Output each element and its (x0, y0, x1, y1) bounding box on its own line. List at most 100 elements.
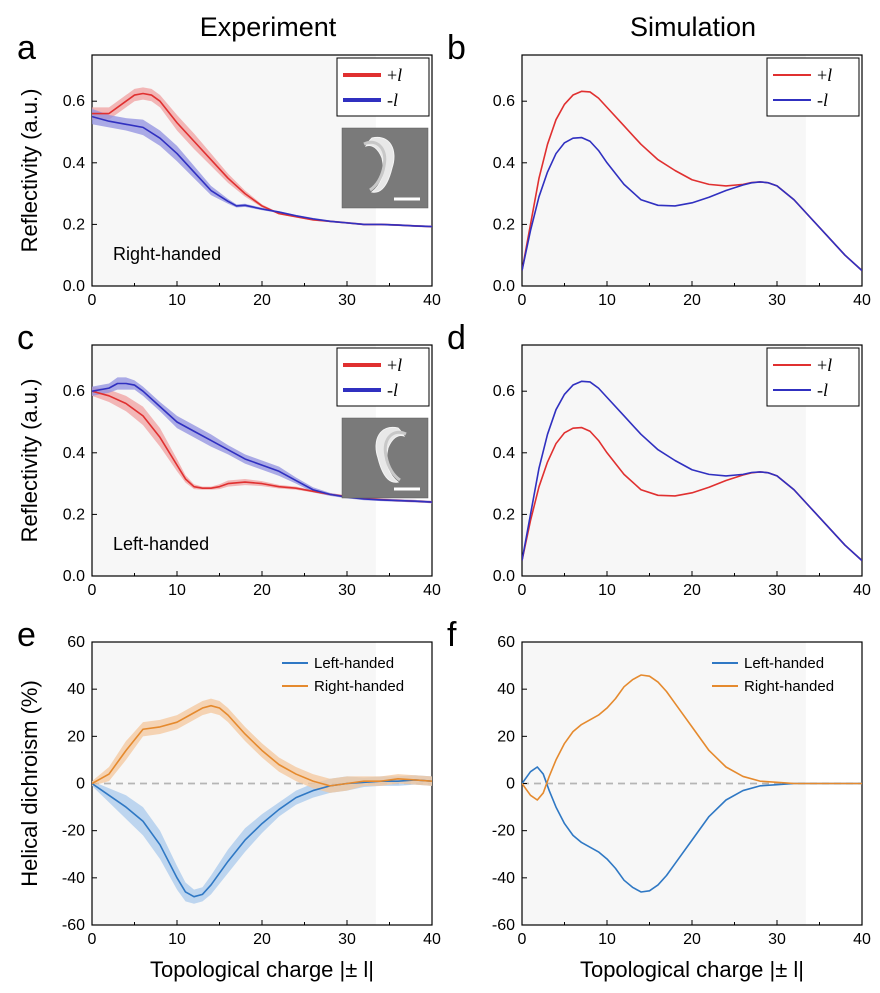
y-tick-label: -60 (492, 917, 515, 934)
x-tick-label: 20 (683, 931, 701, 948)
y-tick-label: 0.0 (63, 278, 85, 295)
x-tick-label: 30 (768, 931, 786, 948)
y-tick-label: -40 (62, 870, 85, 887)
x-tick-label: 40 (853, 931, 871, 948)
data-layer (522, 674, 862, 893)
y-tick-label: -20 (492, 823, 515, 840)
x-tick-label: 40 (423, 931, 441, 948)
x-tick-label: 30 (338, 931, 356, 948)
legend-label: -l (387, 90, 398, 110)
x-tick-label: 40 (423, 292, 441, 309)
panel-d: d 0 10 20 30 40 0.0 0.2 0.4 0.6 +l -l (447, 319, 871, 599)
y-tick-label: -60 (62, 917, 85, 934)
y-tick-label: 60 (497, 634, 515, 651)
x-tick-label: 10 (598, 292, 616, 309)
x-tick-label: 0 (88, 292, 97, 309)
x-tick-label: 10 (168, 582, 186, 599)
y-tick-label: 0 (506, 776, 515, 793)
series-line-1 (522, 380, 862, 562)
x-tick-label: 30 (768, 582, 786, 599)
series-line-1 (522, 674, 862, 801)
x-axis-label: Topological charge |± l| (580, 957, 804, 982)
legend-box (336, 347, 430, 407)
plot-background (92, 345, 376, 576)
plot-background (522, 345, 806, 576)
y-tick-label: 0.4 (63, 445, 85, 462)
panel-letter: f (447, 616, 457, 654)
x-tick-label: 10 (598, 931, 616, 948)
panel-c: c 0 10 20 30 40 0.0 0.2 0.4 0.6 Reflectivity (a.u.… (17, 319, 441, 599)
y-tick-label: -40 (492, 870, 515, 887)
plot-background (522, 55, 806, 286)
y-tick-label: 0.4 (493, 445, 515, 462)
y-axis-label: Reflectivity (a.u.) (17, 89, 42, 253)
series-line-0 (522, 766, 862, 893)
panel-f: f 0 10 20 30 40 -60 -40 -20 0 20 40 60 Topological ch… (447, 616, 871, 982)
legend-label: +l (817, 65, 832, 85)
y-tick-label: 60 (67, 634, 85, 651)
y-tick-label: 0.2 (63, 216, 85, 233)
y-tick-label: 0.2 (493, 506, 515, 523)
series-line-1 (92, 115, 432, 228)
y-tick-label: 20 (497, 728, 515, 745)
panel-letter: d (447, 319, 466, 357)
data-layer (92, 698, 432, 904)
sem-inset-image (341, 417, 429, 499)
spiral-edge (363, 140, 387, 192)
y-tick-label: 0.0 (493, 278, 515, 295)
legend-label: Left-handed (314, 655, 394, 672)
y-axis-label: Reflectivity (a.u.) (17, 379, 42, 543)
series-band-0 (92, 386, 432, 504)
inset-border (341, 127, 429, 209)
panel-letter: b (447, 29, 466, 67)
panels: a 0 10 20 30 40 0.0 0.2 0.4 0.6 Reflectivity (a.u.… (17, 29, 871, 982)
x-tick-label: 10 (168, 931, 186, 948)
x-tick-label: 20 (253, 292, 271, 309)
spiral-structure (363, 136, 395, 193)
y-tick-label: 0.2 (63, 506, 85, 523)
x-tick-label: 20 (253, 931, 271, 948)
spiral-edge (383, 430, 407, 482)
x-tick-label: 40 (423, 582, 441, 599)
data-layer (92, 87, 432, 228)
y-tick-label: 0.6 (63, 383, 85, 400)
legend-label: Right-handed (314, 678, 404, 695)
x-tick-label: 0 (88, 931, 97, 948)
handedness-annotation: Left-handed (113, 534, 209, 554)
panel-a: a 0 10 20 30 40 0.0 0.2 0.4 0.6 Reflectivity (a.u.… (17, 29, 441, 309)
panel-letter: a (17, 29, 36, 67)
x-tick-label: 0 (518, 582, 527, 599)
y-tick-label: 0 (76, 776, 85, 793)
series-line-1 (92, 704, 432, 787)
sem-inset-image (341, 127, 429, 209)
legend-label: -l (387, 380, 398, 400)
x-tick-label: 20 (253, 582, 271, 599)
legend-label: +l (387, 355, 402, 375)
y-tick-label: 0.6 (63, 93, 85, 110)
legend-label: -l (817, 380, 828, 400)
x-tick-label: 40 (853, 292, 871, 309)
handedness-annotation: Right-handed (113, 244, 221, 264)
y-axis-label: Helical dichroism (%) (17, 680, 42, 887)
column-title-experiment: Experiment (200, 12, 337, 42)
legend-box (766, 347, 860, 407)
x-tick-label: 20 (683, 292, 701, 309)
y-tick-label: 0.0 (63, 568, 85, 585)
x-tick-label: 30 (338, 582, 356, 599)
y-tick-label: 0.4 (493, 155, 515, 172)
legend-label: +l (817, 355, 832, 375)
x-tick-label: 10 (168, 292, 186, 309)
y-tick-label: 0.6 (493, 383, 515, 400)
data-layer (522, 90, 862, 272)
x-tick-label: 0 (88, 582, 97, 599)
y-tick-label: 20 (67, 728, 85, 745)
y-tick-label: 40 (67, 681, 85, 698)
x-axis-label: Topological charge |± l| (150, 957, 374, 982)
series-band-0 (92, 775, 432, 904)
series-line-1 (522, 136, 862, 272)
x-tick-label: 10 (598, 582, 616, 599)
y-tick-label: -20 (62, 823, 85, 840)
y-tick-label: 0.0 (493, 568, 515, 585)
